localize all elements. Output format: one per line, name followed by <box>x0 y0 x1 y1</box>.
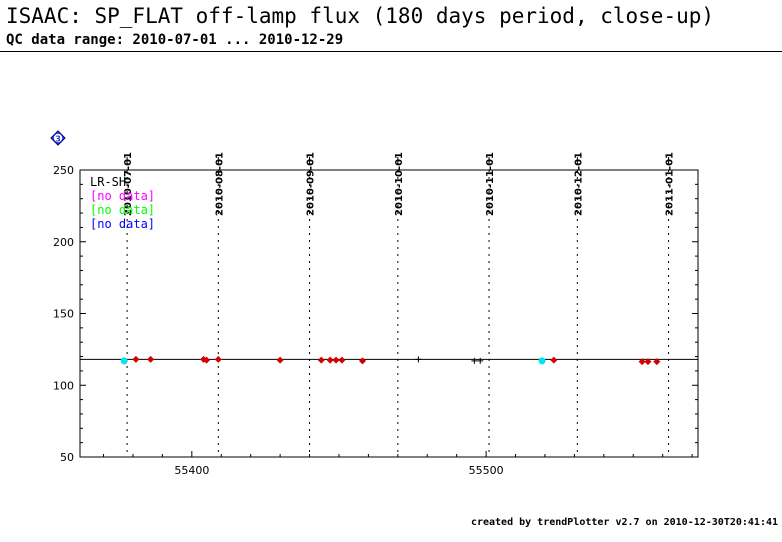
data-point-plus <box>415 356 422 363</box>
date-tick-label: 2010-12-01 <box>573 152 584 216</box>
data-point-diamond <box>147 355 155 363</box>
y-tick-label: 150 <box>53 308 74 321</box>
legend-entry: [no data] <box>90 217 155 231</box>
data-point-diamond <box>214 355 222 363</box>
legend-entry: LR-SH <box>90 175 126 189</box>
x-tick-label: 55400 <box>174 464 209 477</box>
date-tick-label: 2010-10-01 <box>394 152 405 216</box>
y-tick-label: 250 <box>53 164 74 177</box>
title-divider <box>0 51 782 52</box>
data-point-diamond <box>653 358 661 366</box>
data-point-circle <box>120 357 128 365</box>
data-range-subtitle: QC data range: 2010-07-01 ... 2010-12-29 <box>6 32 344 48</box>
page-title: ISAAC: SP_FLAT off-lamp flux (180 days p… <box>6 4 715 28</box>
data-point-diamond <box>132 355 140 363</box>
y-tick-label: 50 <box>60 451 74 464</box>
data-point-diamond <box>332 356 340 364</box>
date-tick-label: 2010-09-01 <box>306 152 317 216</box>
data-point-diamond <box>326 356 334 364</box>
data-point-diamond <box>338 356 346 364</box>
data-point-plus <box>471 357 478 364</box>
data-point-plus <box>477 357 484 364</box>
data-point-diamond <box>644 358 652 366</box>
legend: LR-SH[no data][no data][no data] <box>90 175 155 231</box>
y-tick-label: 200 <box>53 236 74 249</box>
date-tick-label: 2010-11-01 <box>485 152 496 216</box>
data-points-layer <box>120 355 661 366</box>
badge-label: 3 <box>55 135 61 144</box>
date-tick-label: 2011-01-01 <box>665 152 676 216</box>
data-point-diamond <box>550 356 558 364</box>
plot-frame <box>79 169 699 458</box>
data-point-diamond <box>203 356 211 364</box>
axes-layer: 50 100 150 200 250 55400 55500 <box>53 164 698 477</box>
data-point-diamond <box>317 356 325 364</box>
data-point-diamond <box>638 358 646 366</box>
data-point-circle <box>538 357 546 365</box>
legend-entry: [no data] <box>90 203 155 217</box>
data-point-diamond <box>276 356 284 364</box>
badge-inner-circle <box>53 133 63 143</box>
date-tick-label: 2010-08-01 <box>214 152 225 216</box>
instrument-badge[interactable]: 3 <box>50 130 66 146</box>
date-tick-label: 2010-07-01 <box>123 152 134 216</box>
date-grid: 2010-07-01 2010-08-01 2010-09-01 2010-10-01… <box>123 152 676 457</box>
footer-credit: created by trendPlotter v2.7 on 2010-12-… <box>470 517 778 528</box>
y-tick-label: 100 <box>53 379 74 392</box>
x-tick-label: 55500 <box>469 464 504 477</box>
legend-entry: [no data] <box>90 189 155 203</box>
data-point-diamond <box>359 357 367 365</box>
